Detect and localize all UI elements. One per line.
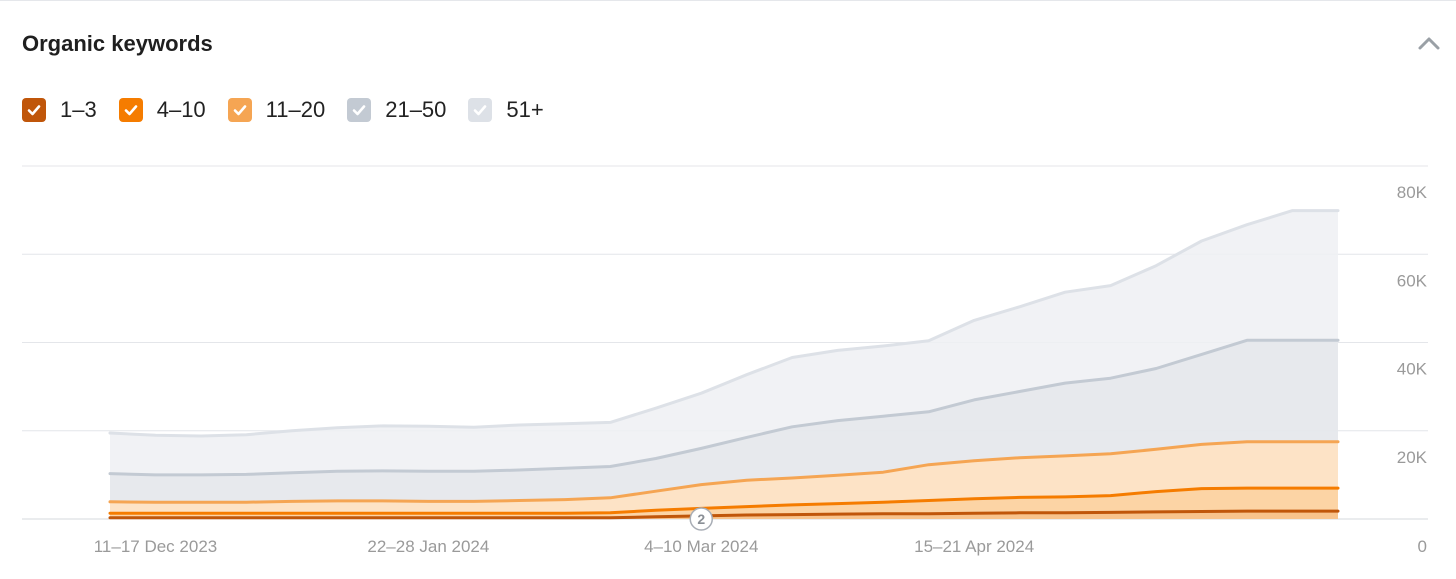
x-tick-label: 4–10 Mar 2024 (644, 537, 758, 556)
legend-label: 1–3 (60, 97, 97, 122)
widget-title: Organic keywords (22, 31, 213, 56)
y-tick-label: 40K (1397, 360, 1428, 379)
annotation-marker[interactable]: 2 (689, 507, 714, 531)
x-tick-label: 22–28 Jan 2024 (367, 537, 489, 556)
x-axis: 11–17 Dec 2023 22–28 Jan 2024 4–10 Mar 202… (94, 537, 1034, 556)
y-tick-label: 20K (1397, 448, 1428, 467)
annotation-label[interactable]: 2 (697, 511, 705, 527)
checkbox-icon[interactable] (468, 98, 493, 122)
legend-label: 4–10 (156, 97, 206, 122)
series-line-11–20[interactable] (108, 440, 1340, 504)
series-area-4–10 (110, 488, 1338, 519)
annotation-circle[interactable] (689, 507, 714, 531)
y-tick-label: 80K (1397, 183, 1428, 202)
legend-item-4-10[interactable]: 4–10 (118, 97, 206, 123)
chevron-up-icon[interactable] (1416, 31, 1442, 57)
checkbox-icon[interactable] (347, 98, 372, 122)
chart-legend: 1–3 4–10 11–20 21–50 51+ (22, 97, 566, 123)
checkbox-icon[interactable] (118, 98, 143, 122)
legend-item-1-3[interactable]: 1–3 (22, 97, 97, 123)
legend-label: 11–20 (265, 97, 326, 122)
legend-item-51-plus[interactable]: 51+ (468, 97, 544, 123)
y-axis: 80K 60K 40K 20K 0 (1397, 183, 1428, 556)
y-tick-label: 60K (1397, 271, 1428, 290)
x-tick-label: 11–17 Dec 2023 (94, 537, 218, 556)
checkbox-icon[interactable] (22, 98, 46, 122)
series-line-4–10[interactable] (108, 486, 1340, 515)
legend-label: 21–50 (385, 97, 447, 122)
legend-label: 51+ (506, 97, 544, 122)
series-line-51+[interactable] (108, 209, 1340, 438)
legend-item-21-50[interactable]: 21–50 (347, 97, 446, 123)
checkbox-icon[interactable] (227, 98, 252, 122)
x-tick-label: 15–21 Apr 2024 (914, 537, 1034, 556)
y-tick-label: 0 (1418, 537, 1427, 556)
series-lines (108, 209, 1340, 520)
series-line-1–3[interactable] (108, 509, 1340, 520)
legend-item-11-20[interactable]: 11–20 (227, 97, 326, 123)
series-line-21–50[interactable] (108, 338, 1340, 477)
